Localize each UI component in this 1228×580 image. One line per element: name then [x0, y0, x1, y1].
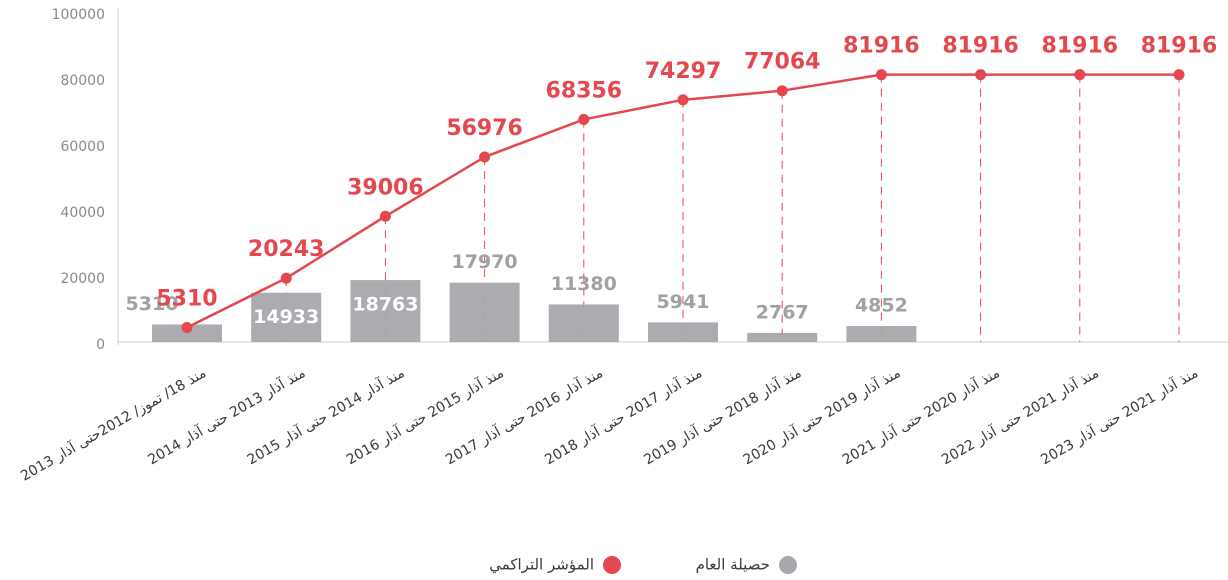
bar [152, 324, 222, 342]
x-tick-label: منذ آذار 2013 حتى آذار 2014 [145, 364, 308, 468]
line-point [379, 210, 391, 222]
bar-value-label: 11380 [551, 273, 617, 295]
bar-value-label: 5310 [126, 293, 179, 315]
line-value-label: 81916 [1141, 34, 1218, 59]
y-tick-label: 60000 [60, 139, 105, 155]
bar-value-label: 18763 [352, 294, 418, 316]
line-value-label: 81916 [843, 34, 920, 59]
x-tick-label: منذ آذار 2014 حتى آذار 2015 [244, 364, 407, 468]
line-value-label: 39006 [347, 175, 424, 200]
line-point [578, 113, 590, 125]
line-value-label: 5310 [156, 286, 217, 311]
bar [747, 332, 818, 342]
x-tick-label: منذ آذار 2020 حتى آذار 2021 [839, 364, 1002, 468]
line-value-label: 81916 [942, 34, 1019, 59]
line-value-label: 20243 [248, 237, 325, 262]
line-point [677, 94, 689, 106]
legend-marker [603, 556, 621, 574]
x-tick-label: منذ آذار 2018 حتى آذار 2019 [641, 364, 804, 468]
bar [846, 325, 917, 342]
line-value-label: 74297 [645, 59, 722, 84]
bar-value-label: 14933 [253, 306, 319, 328]
line-point [1074, 69, 1086, 81]
bar [350, 280, 421, 342]
x-tick-label: منذ آذار 2015 حتى آذار 2016 [343, 364, 506, 468]
y-tick-label: 100000 [52, 7, 105, 23]
line-point [975, 69, 987, 81]
x-tick-label: منذ 18/ تموز/ 2012حتى آذار 2013 [18, 364, 209, 484]
line-value-label: 56976 [446, 116, 523, 141]
legend-marker [779, 556, 797, 574]
bar [648, 322, 718, 342]
y-tick-label: 0 [96, 337, 105, 353]
bar [449, 282, 520, 342]
x-tick-label: منذ آذار 2021 حتى آذار 2022 [939, 364, 1102, 468]
bar-value-label: 5941 [657, 291, 710, 313]
bar-value-label: 17970 [452, 251, 518, 273]
line-point [280, 272, 292, 284]
legend-label: حصيلة العام [696, 556, 770, 574]
line-point [776, 85, 788, 97]
x-tick-label: منذ آذار 2016 حتى آذار 2017 [443, 364, 606, 468]
y-tick-label: 80000 [60, 73, 105, 89]
y-tick-label: 20000 [60, 271, 105, 287]
line-value-label: 68356 [546, 78, 623, 103]
line-value-label: 77064 [744, 50, 821, 75]
y-tick-label: 40000 [60, 205, 105, 221]
bar-value-label: 2767 [756, 301, 809, 323]
line-point [181, 321, 193, 333]
bar [251, 292, 322, 342]
x-tick-label: منذ آذار 2021 حتى آذار 2023 [1038, 364, 1201, 468]
x-tick-label: منذ آذار 2019 حتى آذار 2020 [740, 364, 903, 468]
line-value-label: 81916 [1042, 34, 1119, 59]
legend-label: المؤشر التراكمي [489, 556, 594, 575]
line-point [479, 151, 491, 163]
x-tick-label: منذ آذار 2017 حتى آذار 2018 [542, 364, 705, 468]
line-point [875, 69, 887, 81]
bar-value-label: 4852 [855, 294, 908, 316]
bar [548, 304, 619, 342]
line-point [1173, 69, 1185, 81]
